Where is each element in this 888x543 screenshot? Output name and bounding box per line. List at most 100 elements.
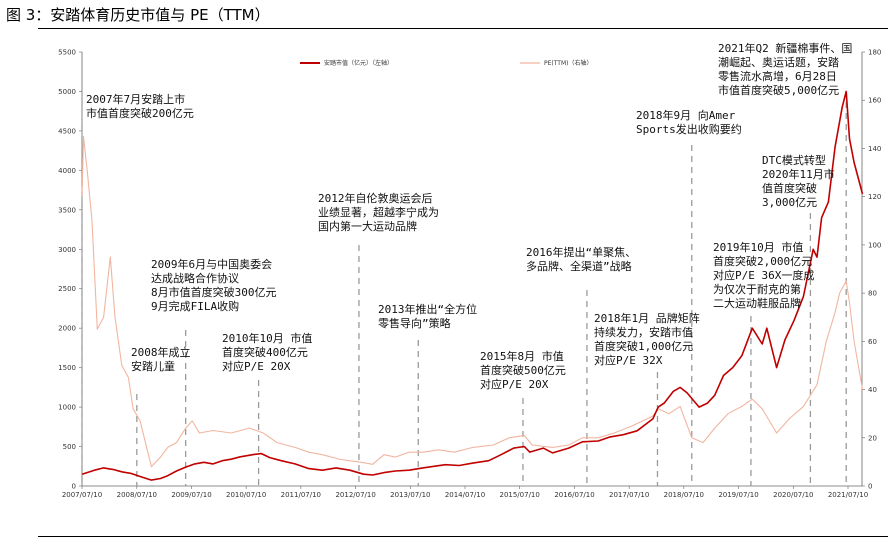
annotation-line: 对应P/E 36X一度成 — [713, 268, 814, 282]
y-left-tick-label: 2000 — [58, 325, 76, 333]
annotation-line: 持续发力，安踏市值 — [594, 325, 693, 339]
figure-title: 图 3：安踏体育历史市值与 PE（TTM） — [6, 6, 270, 24]
annotations: 2007年7月安踏上市市值首度突破200亿元 2008年成立安踏儿童 2009年6月… — [86, 41, 852, 391]
annotation-line: 2020年11月市 — [762, 167, 835, 181]
annotation-line: 对应P/E 20X — [222, 359, 291, 373]
y-left-tick-label: 1000 — [58, 404, 76, 412]
annotation-text: DTC模式转型 2020年11月市值首度突破 3,000亿元 — [762, 153, 835, 209]
annotation-line: 2013年推出“全方位 — [378, 302, 477, 316]
annotation-text: 2019年10月 市值首度突破2,000亿元对应P/E 36X一度成为仅次于耐克… — [713, 240, 814, 310]
y-right-tick-label: 80 — [868, 290, 877, 298]
series-layer — [81, 90, 864, 481]
annotation-text: 2015年8月 市值首度突破500亿元对应P/E 20X — [480, 349, 566, 391]
y-right-tick-label: 140 — [868, 145, 881, 153]
x-tick-label: 2017/07/10 — [609, 491, 649, 499]
annotation-line: 2015年8月 市值 — [480, 349, 564, 363]
y-right-tick-label: 120 — [868, 193, 881, 201]
annotation-line: 3,000亿元 — [762, 196, 817, 209]
annotation-line: 对应P/E 32X — [594, 353, 663, 367]
annotation-line: 市值首度突破5,000亿元 — [718, 83, 839, 97]
annotation-line: 2021年Q2 新疆棉事件、国 — [718, 41, 852, 55]
annotation-line: 潮崛起、奥运话题，安踏 — [718, 55, 839, 69]
annotation-guides — [81, 102, 847, 486]
y-left-tick-label: 2500 — [58, 285, 76, 293]
legend-label: 安踏市值（亿元）（左轴） — [324, 59, 393, 67]
y-left-tick-label: 5500 — [58, 49, 76, 57]
y-left-tick-label: 3500 — [58, 206, 76, 214]
annotation-line: 国内第一大运动品牌 — [318, 219, 417, 233]
annotation-line: 首度突破1,000亿元 — [594, 339, 693, 353]
legend: 安踏市值（亿元）（左轴） PE(TTM)（右轴） — [300, 59, 593, 67]
annotation-text: 2018年1月 品牌矩阵持续发力，安踏市值首度突破1,000亿元对应P/E 32… — [594, 311, 700, 367]
y-right-tick-label: 100 — [868, 241, 881, 249]
annotation-line: 9月完成FILA收购 — [151, 299, 239, 313]
y-right-tick-label: 40 — [868, 386, 877, 394]
series-line-pe — [81, 135, 864, 468]
x-tick-label: 2011/07/10 — [281, 491, 321, 499]
annotation-line: 安踏儿童 — [131, 359, 175, 373]
axes: 0500100015002000250030003500400045005000… — [58, 49, 881, 500]
x-tick-label: 2019/07/10 — [718, 491, 758, 499]
series-line-market-cap — [81, 90, 864, 481]
x-tick-label: 2020/07/10 — [773, 491, 813, 499]
y-right-tick-label: 180 — [868, 49, 881, 57]
y-left-tick-label: 500 — [63, 443, 76, 451]
annotation-line: 二大运动鞋服品牌 — [713, 296, 801, 310]
x-tick-label: 2014/07/10 — [445, 491, 485, 499]
x-tick-label: 2012/07/10 — [335, 491, 375, 499]
annotation-line: 首度突破500亿元 — [480, 363, 566, 377]
y-right-tick-label: 0 — [868, 483, 872, 491]
y-left-tick-label: 4000 — [58, 167, 76, 175]
annotation-line: 首度突破2,000亿元 — [713, 254, 812, 268]
annotation-line: 2018年9月 向Amer — [636, 108, 736, 122]
annotation-line: 8月市值首度突破300亿元 — [151, 285, 277, 299]
annotation-text: 2021年Q2 新疆棉事件、国潮崛起、奥运话题，安踏零售流水高增，6月28日市值… — [718, 41, 852, 97]
annotation-text: 2007年7月安踏上市市值首度突破200亿元 — [86, 92, 194, 120]
annotation-line: 2016年提出“单聚焦、 — [526, 245, 636, 259]
annotation-line: 业绩显著，超越李宁成为 — [318, 205, 439, 219]
x-tick-label: 2015/07/10 — [499, 491, 539, 499]
annotation-line: 多品牌、全渠道”战略 — [526, 259, 632, 273]
annotation-line: 2012年自伦敦奥运会后 — [318, 191, 433, 205]
x-tick-label: 2007/07/10 — [62, 491, 102, 499]
annotation-text: 2013年推出“全方位零售导向”策略 — [378, 302, 477, 330]
legend-label: PE(TTM)（右轴） — [544, 59, 593, 67]
annotation-text: 2008年成立安踏儿童 — [131, 345, 191, 373]
annotation-line: 2019年10月 市值 — [713, 240, 803, 254]
y-right-tick-label: 160 — [868, 97, 881, 105]
annotation-text: 2010年10月 市值首度突破400亿元对应P/E 20X — [222, 331, 312, 373]
bottom-rule — [38, 536, 888, 537]
annotation-line: 对应P/E 20X — [480, 377, 549, 391]
x-tick-label: 2010/07/10 — [226, 491, 266, 499]
x-tick-label: 2009/07/10 — [171, 491, 211, 499]
annotation-text: 2009年6月与中国奥委会达成战略合作协议 8月市值首度突破300亿元 9月完成FI… — [151, 257, 277, 313]
y-left-tick-label: 0 — [72, 483, 76, 491]
top-rule — [38, 28, 888, 29]
y-left-tick-label: 3000 — [58, 246, 76, 254]
y-right-tick-label: 20 — [868, 434, 877, 442]
y-left-tick-label: 1500 — [58, 364, 76, 372]
x-tick-label: 2018/07/10 — [664, 491, 704, 499]
annotation-line: 零售导向”策略 — [378, 316, 451, 330]
x-tick-label: 2013/07/10 — [390, 491, 430, 499]
y-left-tick-label: 5000 — [58, 88, 76, 96]
annotation-line: 值首度突破 — [762, 181, 817, 195]
annotation-line: 2018年1月 品牌矩阵 — [594, 311, 700, 325]
y-left-tick-label: 4500 — [58, 127, 76, 135]
annotation-line: DTC模式转型 — [762, 153, 826, 167]
x-tick-label: 2021/07/10 — [828, 491, 868, 499]
annotation-text: 2016年提出“单聚焦、多品牌、全渠道”战略 — [526, 245, 636, 273]
annotation-line: 2007年7月安踏上市 — [86, 92, 185, 106]
annotation-text: 2018年9月 向Amer Sports发出收购要约 — [636, 108, 742, 136]
annotation-line: 为仅次于耐克的第 — [713, 282, 801, 296]
x-tick-label: 2008/07/10 — [117, 491, 157, 499]
annotation-line: Sports发出收购要约 — [636, 122, 742, 136]
y-right-tick-label: 60 — [868, 338, 877, 346]
annotation-line: 2010年10月 市值 — [222, 331, 312, 345]
annotation-text: 2012年自伦敦奥运会后业绩显著，超越李宁成为国内第一大运动品牌 — [318, 191, 439, 233]
annotation-line: 2009年6月与中国奥委会 — [151, 257, 272, 271]
x-tick-label: 2016/07/10 — [554, 491, 594, 499]
annotation-line: 首度突破400亿元 — [222, 345, 308, 359]
annotation-line: 2008年成立 — [131, 345, 191, 359]
